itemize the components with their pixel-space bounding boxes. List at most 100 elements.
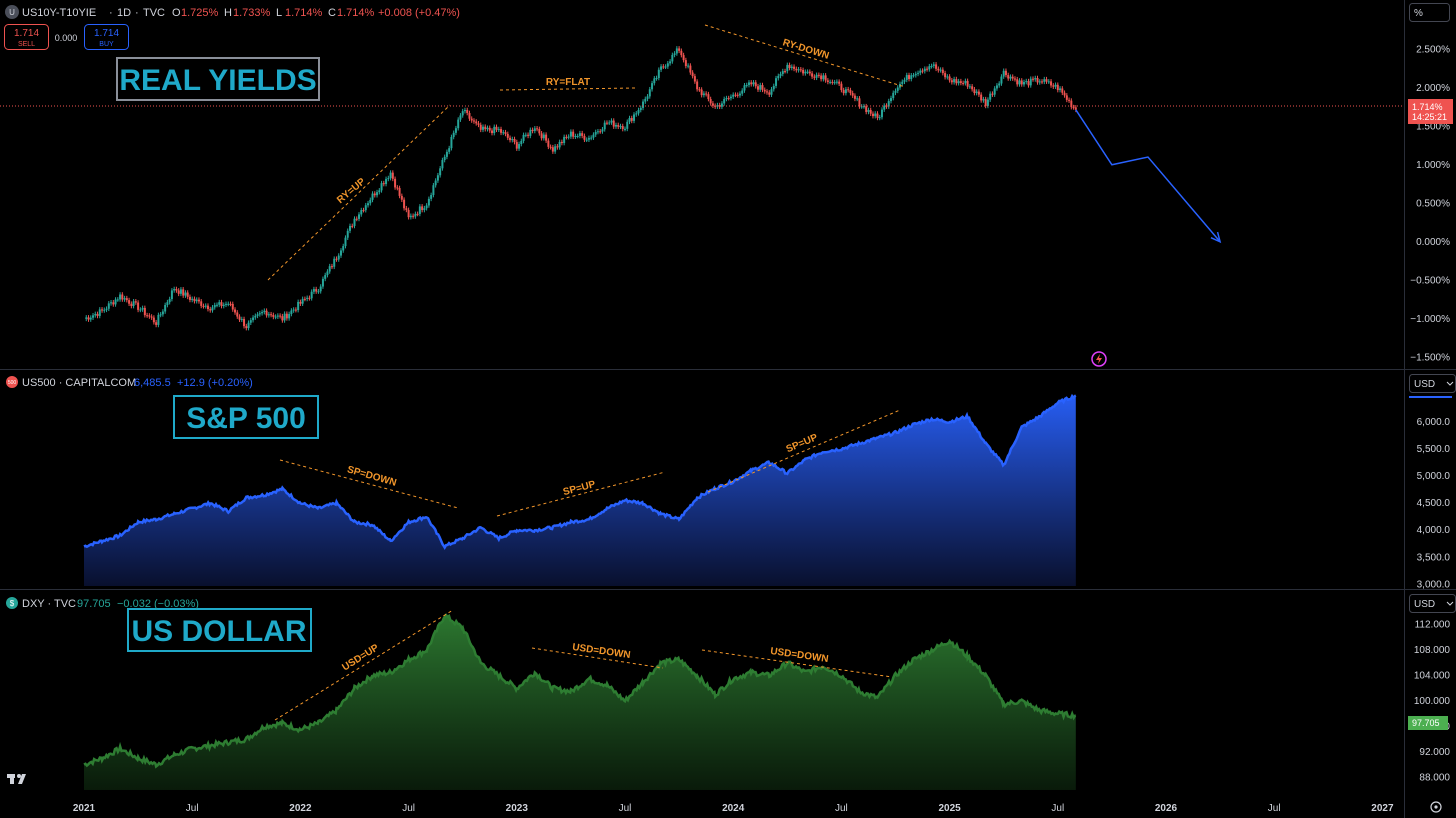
ry-candle-body [937,68,940,71]
lightning-icon[interactable] [1091,351,1107,367]
dxy-legend[interactable]: $ DXY · TVC 97.705 −0.032 (−0.03%) [6,597,199,610]
dxy-symbol[interactable]: DXY · TVC [22,598,76,610]
sp-down-trendline[interactable] [279,459,459,509]
time-axis[interactable]: 2021 Jul 2022 Jul 2023 Jul 2024 Jul 2025 Jul 2026 J… [73,803,1394,814]
sell-button[interactable]: 1.714 SELL [4,24,49,50]
ry-candle-body [425,205,428,209]
ry-candle-body [642,101,645,108]
ry-price-axis[interactable]: 2.500% 2.000% 1.500% 1.000% 0.500% 0.000% −0.5… [1410,44,1450,363]
ry-candle-body [272,314,275,317]
ry-candle-body [554,146,557,152]
ry-candle-body [1059,88,1062,91]
ry-candle-body [973,89,976,94]
ry-candle-body [829,81,832,83]
sp500-symbol[interactable]: US500 · CAPITALCOM [22,377,136,389]
main-legend[interactable]: U US10Y-T10YIE · 1D · TVC O 1.725% H 1.733%… [5,5,460,19]
ry-candle-body [784,71,787,73]
ry-candle-body [439,168,442,176]
buy-button[interactable]: 1.714 BUY [84,24,129,50]
ry-candle-body [903,79,906,82]
ry-candle-body [529,129,532,136]
ry-candle-body [858,98,861,107]
usd-down-trendline-2[interactable] [701,649,893,678]
sp-up-trendline-2[interactable] [707,409,901,493]
ry-candle-body [454,128,457,133]
ry-candle-body [1013,78,1016,80]
ry-candle-body [400,195,403,200]
ry-candle-body [865,106,868,112]
ry-candle-body [592,134,595,138]
usd-up-trendline[interactable] [274,609,454,721]
ry-up-trendline[interactable] [267,104,451,281]
ry-candle-body [1065,95,1068,100]
ry-candle-body [551,147,554,152]
main-symbol[interactable]: US10Y-T10YIE [22,7,96,19]
label-sp500[interactable]: S&P 500 [173,395,319,439]
ry-candle-body [116,299,119,301]
currency-select-sp500[interactable]: USD [1409,374,1456,393]
ry-candle-body [292,309,295,311]
ry-candle-body [657,69,660,78]
ry-candle-body [430,194,433,199]
ry-candle-body [646,96,649,99]
ry-candle-body [472,120,475,122]
ry-candle-body [312,289,315,292]
ry-candle-body [912,75,915,77]
ry-candle-body [1022,82,1025,85]
ry-candle-body [946,76,949,78]
ry-down-trendline[interactable] [704,24,906,88]
ry-candle-body [932,64,935,66]
dot-sep-2: · [135,7,139,19]
ry-candle-body [608,122,611,124]
buy-price: 1.714 [94,28,119,39]
label-us-dollar[interactable]: US DOLLAR [127,608,312,652]
ry-candle-body [355,218,358,220]
ry-candle-body [835,81,838,83]
ry-candle-body [484,126,487,130]
ry-candle-body [445,151,448,157]
ry-candle-body [887,101,890,107]
ry-candle-body [452,132,455,137]
ry-candle-body [840,83,843,91]
main-interval[interactable]: 1D [117,7,131,19]
ry-candle-body [871,113,874,117]
axis-unit-button[interactable]: % [1409,3,1450,22]
ry-tick-label: 1.000% [1416,160,1450,171]
ry-projection-arrow[interactable] [1075,109,1222,244]
ry-candle-body [394,178,397,188]
label-real-yields[interactable]: REAL YIELDS [116,57,320,101]
ry-candle-body [991,93,994,95]
ry-candle-body [689,65,692,73]
usd-down-trendline-1[interactable] [531,647,664,669]
ry-candle-body [885,105,888,107]
sp-up-trendline-1[interactable] [496,471,666,517]
sp500-legend[interactable]: 500 US500 · CAPITALCOM 6,485.5 +12.9 (+0… [6,376,253,389]
tradingview-logo[interactable] [7,774,26,784]
ry-candle-body [856,98,859,100]
dxy-line [83,613,1077,769]
ry-candle-body [729,96,732,99]
ry-candle-body [711,103,714,106]
ry-candle-body [545,134,548,141]
settings-gear-icon[interactable] [1430,801,1442,813]
ry-candle-body [107,303,110,309]
currency-select-dxy[interactable]: USD [1409,594,1456,613]
ry-flat-trendline[interactable] [499,87,636,91]
ry-candle-body [1043,79,1046,82]
ry-candle-body [204,305,207,307]
ry-candle-body [630,118,633,121]
dxy-tick-label: 100.000 [1414,696,1451,707]
ry-candle-body [479,124,482,130]
ry-candle-body [161,311,164,315]
ry-candle-body [215,304,218,306]
ry-candle-body [103,309,106,311]
sp500-price-axis[interactable]: 6,000.0 5,500.0 5,000.0 4,500.0 4,000.0 3,500… [1417,417,1451,591]
label-real-yields-text: REAL YIELDS [119,64,316,97]
ry-tick-label: −1.000% [1410,314,1450,325]
projection-line [1075,109,1221,243]
ry-candle-body [1009,76,1012,79]
ry-candle-body [1047,81,1050,83]
ann-ry-flat: RY=FLAT [546,77,590,88]
ry-candle-body [666,63,669,67]
ry-candle-body [633,114,636,121]
